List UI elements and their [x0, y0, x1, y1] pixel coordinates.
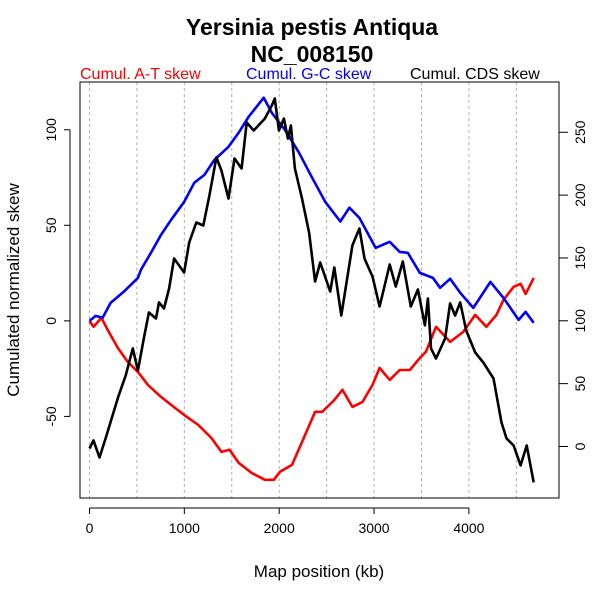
y-right-tick-label: 250	[572, 120, 588, 144]
x-axis-title: Map position (kb)	[254, 562, 384, 581]
x-tick-label: 1000	[169, 520, 200, 536]
legend-gc-skew: Cumul. G-C skew	[246, 66, 372, 83]
series-lines	[88, 96, 535, 483]
y-axis-left: -50 0 50 100	[43, 118, 71, 427]
x-tick-label: 2000	[264, 520, 295, 536]
y-right-tick-label: 150	[572, 246, 588, 270]
y-tick-label: 50	[43, 217, 59, 233]
legend-cds-skew: Cumul. CDS skew	[410, 66, 540, 83]
y-tick-label: 100	[43, 118, 59, 142]
y-right-tick-label: 200	[572, 183, 588, 207]
y-right-tick-label: 0	[572, 442, 588, 450]
chart-subtitle: NC_008150	[251, 41, 374, 67]
y-right-tick-label: 50	[572, 376, 588, 392]
y-tick-label: 0	[43, 317, 59, 325]
x-tick-label: 4000	[453, 520, 484, 536]
series-line-gc-skew	[88, 96, 535, 324]
series-line-at-skew	[88, 277, 535, 482]
y-right-tick-label: 100	[572, 309, 588, 333]
x-tick-label: 3000	[358, 520, 389, 536]
y-axis-title: Cumulated normalized skew	[4, 183, 23, 397]
legend-at-skew: Cumul. A-T skew	[80, 66, 201, 83]
chart-title: Yersinia pestis Antiqua	[186, 14, 438, 40]
grid-lines	[88, 82, 517, 498]
y-tick-label: -50	[43, 406, 59, 426]
y-axis-right: 0 50 100 150 200 250	[558, 120, 588, 450]
x-axis: 0 1000 2000 3000 4000	[86, 507, 485, 536]
series-line-cds-skew	[88, 97, 535, 483]
x-tick-label: 0	[86, 520, 94, 536]
plot-frame	[79, 81, 560, 499]
